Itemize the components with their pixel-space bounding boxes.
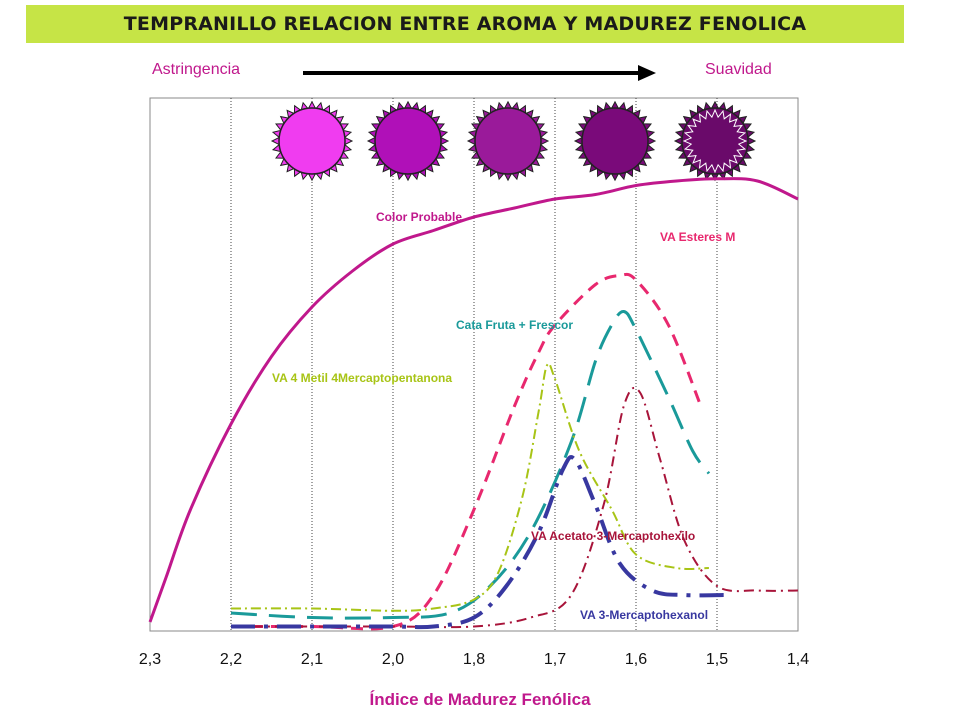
series-labels: Color Probable VA Esteres M Cata Fruta + F… <box>272 210 735 622</box>
grape-icon <box>270 100 354 182</box>
x-tick-label: 1,8 <box>463 651 485 668</box>
grid-lines <box>230 98 718 631</box>
series-line <box>230 309 711 620</box>
x-tick-label: 2,1 <box>301 651 323 668</box>
x-tick-label: 2,2 <box>220 651 242 668</box>
grape-icon <box>366 100 450 182</box>
series-line <box>230 272 703 631</box>
series-line <box>230 362 709 612</box>
series-label: Color Probable <box>376 210 462 224</box>
series-line <box>230 455 726 630</box>
x-tick-label: 1,6 <box>625 651 647 668</box>
series-label: Cata Fruta + Frescor <box>456 318 573 332</box>
grape-icon <box>573 100 657 182</box>
x-tick-label: 1,7 <box>544 651 566 668</box>
arrow-head-icon <box>638 65 656 81</box>
grape-icon <box>673 100 757 182</box>
series-label: VA Acetato 3-Mercaptohexilo <box>531 529 695 543</box>
astringency-label: Astringencia <box>152 61 241 78</box>
series-lines <box>148 177 799 631</box>
x-tick-label: 2,3 <box>139 651 161 668</box>
series-label: VA 4 Metil 4Mercaptopentanona <box>272 371 452 385</box>
x-tick-label: 1,4 <box>787 651 809 668</box>
softness-label: Suavidad <box>705 61 772 78</box>
x-tick-labels: 2,3 2,2 2,1 2,0 1,8 1,7 1,6 1,5 1,4 <box>139 651 809 668</box>
x-axis-title: Índice de Madurez Fenólica <box>369 690 591 709</box>
series-line <box>230 386 799 629</box>
ripeness-arrow <box>303 71 641 75</box>
series-label: VA Esteres M <box>660 230 735 244</box>
series-label: VA 3-Mercaptohexanol <box>580 608 708 622</box>
x-tick-label: 2,0 <box>382 651 404 668</box>
chart-title: TEMPRANILLO RELACION ENTRE AROMA Y MADUR… <box>123 13 807 35</box>
series-line <box>148 177 799 623</box>
x-tick-label: 1,5 <box>706 651 728 668</box>
grape-icons <box>270 100 757 182</box>
title-bar: TEMPRANILLO RELACION ENTRE AROMA Y MADUR… <box>26 5 904 43</box>
grape-icon <box>466 100 550 182</box>
